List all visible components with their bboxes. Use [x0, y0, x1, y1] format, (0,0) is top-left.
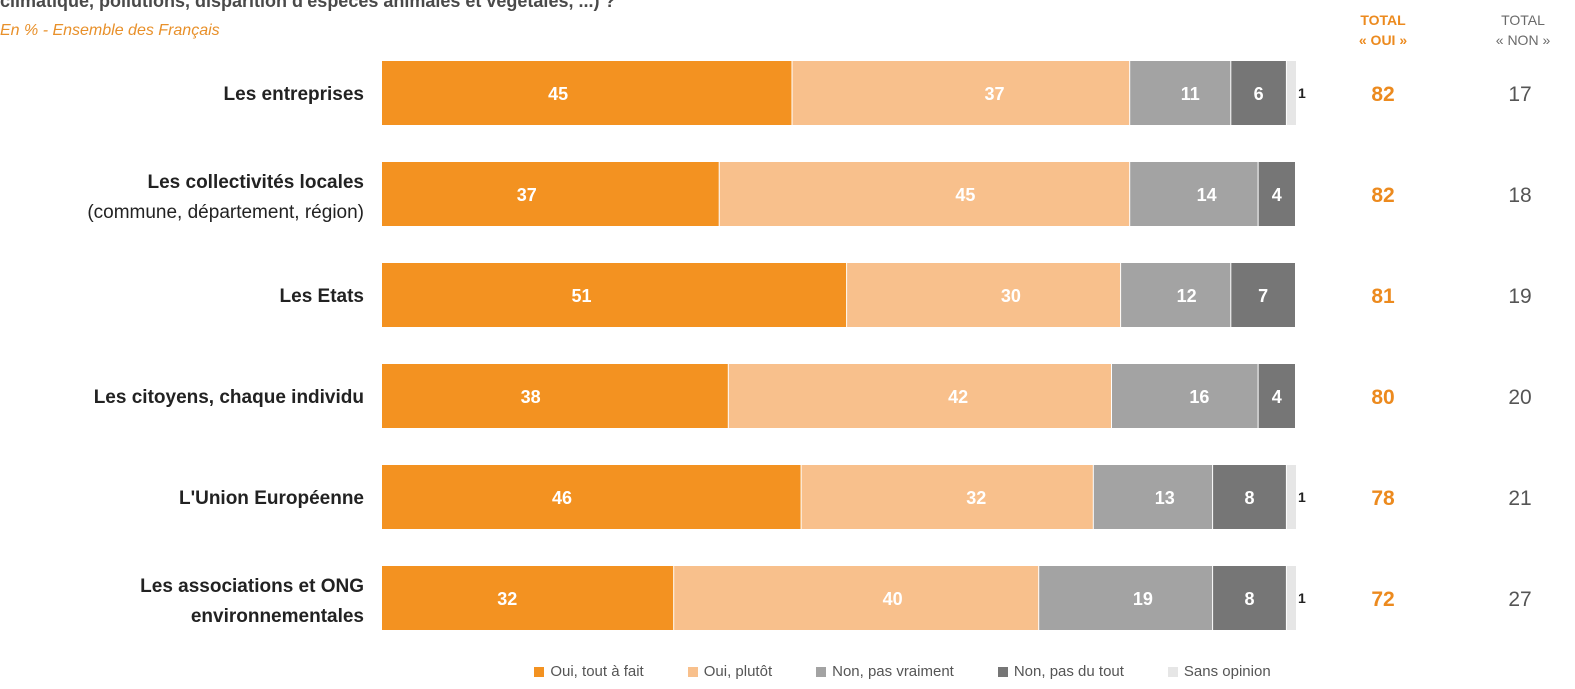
bar-segment-oui-plutot: [674, 566, 1039, 630]
category-label: Les citoyens, chaque individu: [94, 387, 364, 408]
total-non-value: 18: [1508, 184, 1531, 207]
total-non-value: 20: [1508, 386, 1531, 409]
total-oui-header: TOTAL « OUI »: [1338, 10, 1428, 50]
legend-label: Oui, plutôt: [703, 663, 773, 680]
data-label-non-pas-du-tout: 4: [1272, 185, 1282, 205]
bar-segment-non-pas-du-tout: [1213, 566, 1286, 630]
legend-label: Oui, tout à fait: [550, 663, 644, 680]
bar-segment-oui-tout-a-fait: [382, 61, 792, 125]
bar-segment-oui-plutot: [847, 263, 1121, 327]
legend-swatch: [534, 666, 545, 677]
data-label-oui-plutot: 37: [985, 84, 1005, 104]
total-non-value: 19: [1508, 285, 1531, 308]
legend-swatch: [1167, 666, 1178, 677]
legend-swatch: [997, 666, 1008, 677]
bar-segment-oui-tout-a-fait: [382, 566, 674, 630]
bar-segment-oui-tout-a-fait: [382, 364, 728, 428]
bar-segment-oui-plutot: [792, 61, 1130, 125]
legend-item-sans-opinion: Sans opinion: [1167, 663, 1271, 680]
bar-segment-oui-plutot: [728, 364, 1111, 428]
data-label-oui-plutot: 40: [883, 589, 903, 609]
legend-swatch: [816, 666, 827, 677]
data-label-oui-plutot: 32: [966, 488, 986, 508]
total-oui-header-line1: TOTAL: [1360, 12, 1406, 28]
bar-segment-sans-opinion: [1286, 465, 1296, 529]
total-non-value: 27: [1508, 588, 1531, 611]
data-label-non-pas-vraiment: 13: [1155, 488, 1175, 508]
bar-segment-non-pas-vraiment: [1121, 263, 1231, 327]
total-oui-header-line2: « OUI »: [1358, 32, 1408, 48]
total-oui-value: 80: [1371, 386, 1394, 409]
bar-segment-non-pas-vraiment: [1039, 566, 1213, 630]
data-label-sans-opinion: 1: [1298, 85, 1306, 101]
total-oui-value: 81: [1371, 285, 1395, 308]
bar-segment-oui-plutot: [719, 162, 1130, 226]
data-label-oui-tout-a-fait: 45: [548, 84, 568, 104]
data-label-oui-tout-a-fait: 38: [521, 387, 541, 407]
legend-label: Sans opinion: [1183, 663, 1271, 680]
category-label: Les entreprises: [224, 84, 364, 105]
category-label: L'Union Européenne: [179, 488, 364, 509]
data-label-oui-tout-a-fait: 46: [552, 488, 572, 508]
legend-label: Non, pas du tout: [1013, 663, 1124, 680]
data-label-non-pas-du-tout: 6: [1254, 84, 1264, 104]
bar-segment-non-pas-vraiment: [1112, 364, 1258, 428]
legend-swatch: [687, 666, 698, 677]
chart-subtitle: En % - Ensemble des Français: [0, 22, 220, 39]
legend-item-oui-tout-a-fait: Oui, tout à fait: [534, 663, 644, 680]
bar-segment-non-pas-du-tout: [1258, 162, 1295, 226]
bar-segment-non-pas-vraiment: [1093, 465, 1213, 529]
bar-segment-oui-tout-a-fait: [382, 263, 847, 327]
bar-segment-non-pas-du-tout: [1213, 465, 1286, 529]
bar-segment-non-pas-du-tout: [1231, 263, 1295, 327]
category-label: Les Etats: [280, 286, 364, 307]
total-oui-value: 82: [1371, 184, 1394, 207]
bar-segment-oui-tout-a-fait: [382, 465, 801, 529]
data-label-non-pas-du-tout: 4: [1272, 387, 1282, 407]
data-label-non-pas-vraiment: 19: [1133, 589, 1153, 609]
legend-item-non-pas-du-tout: Non, pas du tout: [997, 663, 1124, 680]
data-label-non-pas-vraiment: 14: [1197, 185, 1217, 205]
data-label-sans-opinion: 1: [1298, 590, 1306, 606]
bar-segment-sans-opinion: [1286, 61, 1296, 125]
data-label-oui-tout-a-fait: 51: [572, 286, 592, 306]
bar-segment-non-pas-du-tout: [1231, 61, 1286, 125]
total-non-value: 17: [1508, 83, 1531, 106]
data-label-non-pas-vraiment: 16: [1189, 387, 1209, 407]
bar-segment-sans-opinion: [1286, 566, 1296, 630]
total-non-header-line2: « NON »: [1495, 32, 1551, 48]
data-label-non-pas-vraiment: 11: [1181, 84, 1200, 104]
bar-segment-non-pas-du-tout: [1258, 364, 1295, 428]
data-label-non-pas-vraiment: 12: [1177, 286, 1197, 306]
data-label-sans-opinion: 1: [1298, 489, 1306, 505]
category-label: Les associations et ONG: [140, 576, 364, 597]
data-label-oui-plutot: 42: [948, 387, 968, 407]
total-non-header: TOTAL « NON »: [1478, 10, 1568, 50]
total-oui-value: 82: [1371, 83, 1394, 106]
data-label-oui-tout-a-fait: 32: [497, 589, 517, 609]
total-oui-value: 78: [1371, 487, 1395, 510]
category-label: (commune, département, région): [87, 202, 364, 223]
total-non-value: 21: [1508, 487, 1531, 510]
legend-item-oui-plutot: Oui, plutôt: [687, 663, 773, 680]
bar-segment-non-pas-vraiment: [1130, 162, 1258, 226]
bar-segment-oui-tout-a-fait: [382, 162, 719, 226]
data-label-oui-plutot: 45: [955, 185, 975, 205]
category-label: Les collectivités locales: [147, 172, 364, 193]
total-non-header-line1: TOTAL: [1501, 12, 1545, 28]
data-label-oui-plutot: 30: [1001, 286, 1021, 306]
data-label-non-pas-du-tout: 8: [1244, 488, 1254, 508]
data-label-non-pas-du-tout: 7: [1258, 286, 1268, 306]
legend-item-non-pas-vraiment: Non, pas vraiment: [816, 663, 954, 680]
chart-title-fragment: climatique, pollutions, disparition d'es…: [0, 0, 616, 11]
data-label-non-pas-du-tout: 8: [1244, 589, 1254, 609]
legend-label: Non, pas vraiment: [832, 663, 954, 680]
bar-segment-oui-plutot: [801, 465, 1093, 529]
total-oui-value: 72: [1371, 588, 1394, 611]
category-label: environnementales: [191, 606, 364, 627]
bar-segment-non-pas-vraiment: [1130, 61, 1231, 125]
data-label-oui-tout-a-fait: 37: [517, 185, 537, 205]
chart-legend: Oui, tout à fait Oui, plutôt Non, pas vrai…: [0, 663, 1575, 680]
